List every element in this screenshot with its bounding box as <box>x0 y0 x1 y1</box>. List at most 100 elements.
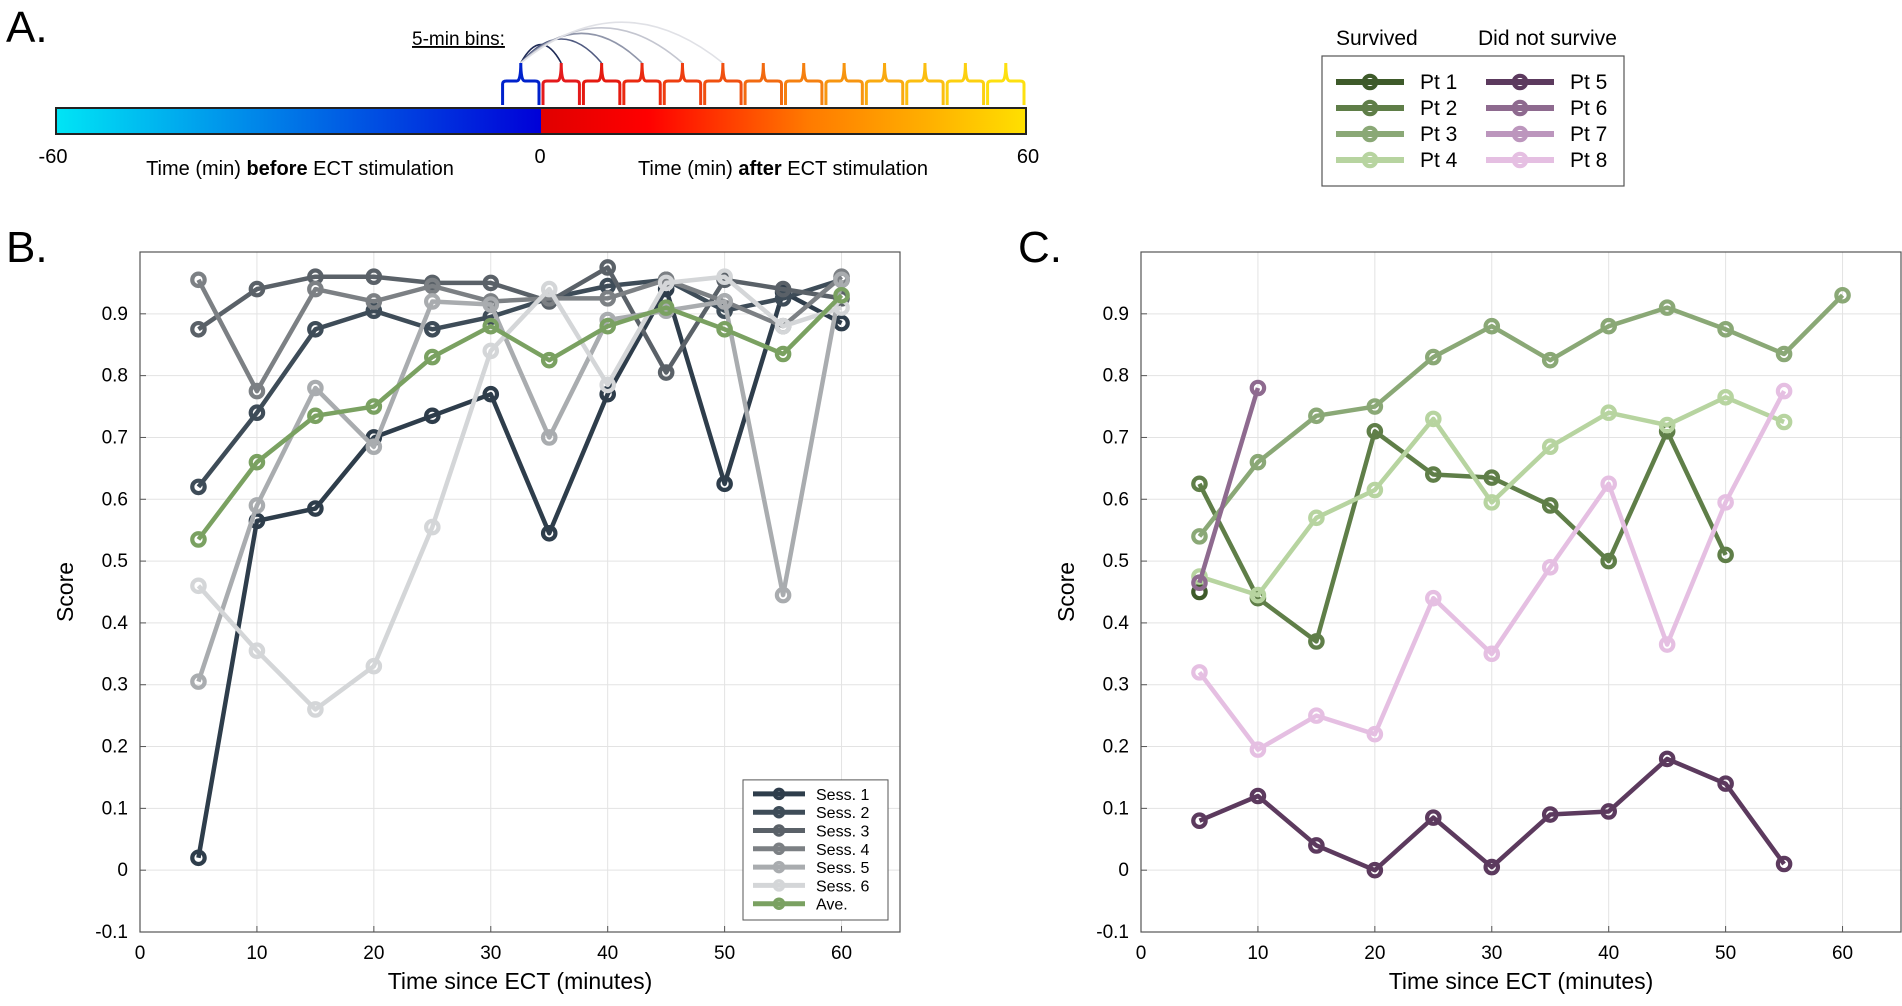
panel-b-ytick-label: 0.4 <box>102 613 129 634</box>
data-point <box>1775 413 1793 431</box>
data-point <box>307 320 324 338</box>
legend-label: Pt 3 <box>1420 123 1457 146</box>
data-point <box>424 348 441 366</box>
data-point <box>716 293 733 310</box>
data-point <box>1308 837 1325 854</box>
panel-label-c: C. <box>1018 223 1062 272</box>
legend-label: Pt 1 <box>1420 71 1457 94</box>
data-point <box>1308 633 1325 650</box>
data-point <box>657 299 675 316</box>
timeline-tick-right: 60 <box>1017 146 1039 168</box>
data-point <box>248 642 266 660</box>
data-point <box>1600 803 1617 820</box>
panel-c-ytick-label: 0.2 <box>1103 737 1129 758</box>
panel-c-xtick-label: 60 <box>1832 943 1853 964</box>
panel-c-ytick-label: 0.9 <box>1103 304 1129 325</box>
data-point <box>190 849 207 867</box>
panel-c-series-pt-4 <box>1191 388 1793 604</box>
panel-c-xtick-label: 30 <box>1481 943 1502 964</box>
data-point <box>774 290 792 307</box>
data-point <box>365 438 383 456</box>
data-point <box>1717 775 1734 792</box>
legend-marker <box>1511 151 1529 169</box>
data-point <box>1249 379 1267 397</box>
data-point <box>1658 416 1676 434</box>
panel-b-ytick-label: 0.9 <box>102 304 128 325</box>
timeline-before-label: Time (min) before ECT stimulation <box>146 158 454 180</box>
patient-legend: Survived Did not survive Pt 1 Pt 2 Pt 3 Pt … <box>1321 27 1625 187</box>
series-line <box>1198 756 1786 873</box>
data-point <box>1191 475 1208 493</box>
panel-c-series-pt-5 <box>1191 750 1793 879</box>
data-point <box>1249 787 1267 805</box>
data-point <box>1717 388 1734 406</box>
legend-label: Pt 7 <box>1570 123 1607 146</box>
legend-label: Pt 2 <box>1420 97 1457 120</box>
legend-marker <box>1361 151 1379 169</box>
data-point <box>540 524 558 542</box>
panel-c-series-pt-6 <box>1191 379 1267 592</box>
data-point <box>1366 422 1384 440</box>
data-point <box>307 407 324 425</box>
panel-c-axes-frame <box>1140 251 1902 933</box>
legend-label: Pt 8 <box>1570 149 1607 172</box>
data-point <box>1483 469 1501 486</box>
data-point <box>190 531 207 548</box>
data-point <box>248 497 266 514</box>
timeline-after-label: Time (min) after ECT stimulation <box>638 158 928 180</box>
timeline-tick-mid: 0 <box>534 146 545 168</box>
legend-marker <box>1361 125 1379 143</box>
bin-arcs <box>520 21 724 64</box>
data-point <box>365 293 383 310</box>
legend-label: Pt 5 <box>1570 71 1607 94</box>
data-point <box>599 376 616 394</box>
series-line <box>196 293 844 541</box>
legend-label: Sess. 5 <box>816 860 869 877</box>
data-point <box>1483 494 1501 511</box>
bin-bracket <box>501 62 541 105</box>
panel-c-ytick-label: 0.3 <box>1103 675 1129 696</box>
legend-marker <box>772 824 786 837</box>
bin-markers <box>501 62 1026 105</box>
panel-b-xtick-label: 50 <box>714 943 735 964</box>
data-point <box>365 268 383 286</box>
data-point <box>1775 382 1793 400</box>
data-point <box>424 407 441 425</box>
series-line <box>196 275 843 394</box>
legend-label: Pt 6 <box>1570 97 1607 120</box>
legend-marker <box>1511 73 1529 91</box>
data-point <box>307 379 324 397</box>
data-point <box>307 500 324 517</box>
panel-b-xtick-label: 0 <box>135 943 146 964</box>
data-point <box>833 271 850 289</box>
legend-marker <box>772 879 786 892</box>
data-point <box>248 382 266 400</box>
data-point <box>365 398 383 415</box>
data-point <box>1425 809 1442 826</box>
legend-marker <box>1511 99 1529 117</box>
panel-c-ylabel: Score <box>1053 562 1079 622</box>
data-point <box>1191 812 1208 830</box>
data-point <box>307 701 324 718</box>
data-point <box>424 320 441 338</box>
chart-panel-b: 0 10 20 30 40 50 60 -0.1 0 0.1 0.2 0.3 0.4 0.5 0.6 0.7 0… <box>52 251 901 994</box>
data-point <box>190 320 207 338</box>
bin-bracket <box>622 62 662 105</box>
panel-c-ytick-label: 0 <box>1118 860 1129 881</box>
data-point <box>1249 741 1267 758</box>
panel-c-ytick-label: 0.6 <box>1103 489 1129 510</box>
panel-c-xtick-label: 10 <box>1247 943 1268 964</box>
data-point <box>774 317 792 335</box>
data-point <box>482 296 500 313</box>
panel-c-series-pt-8 <box>1191 382 1793 758</box>
data-point <box>1308 407 1325 425</box>
data-point <box>365 302 383 320</box>
data-point <box>1483 317 1501 335</box>
panel-b-series-sess-3 <box>190 259 850 381</box>
data-point <box>190 577 207 595</box>
legend-marker <box>1361 73 1379 91</box>
bin-bracket <box>541 62 581 105</box>
chart-panel-c: 0 10 20 30 40 50 60 -0.1 0 0.1 0.2 0.3 0.4 0.5 0.6 0.7 0… <box>1053 251 1902 994</box>
data-point <box>599 317 616 335</box>
timeline-tick-left: -60 <box>39 146 68 168</box>
